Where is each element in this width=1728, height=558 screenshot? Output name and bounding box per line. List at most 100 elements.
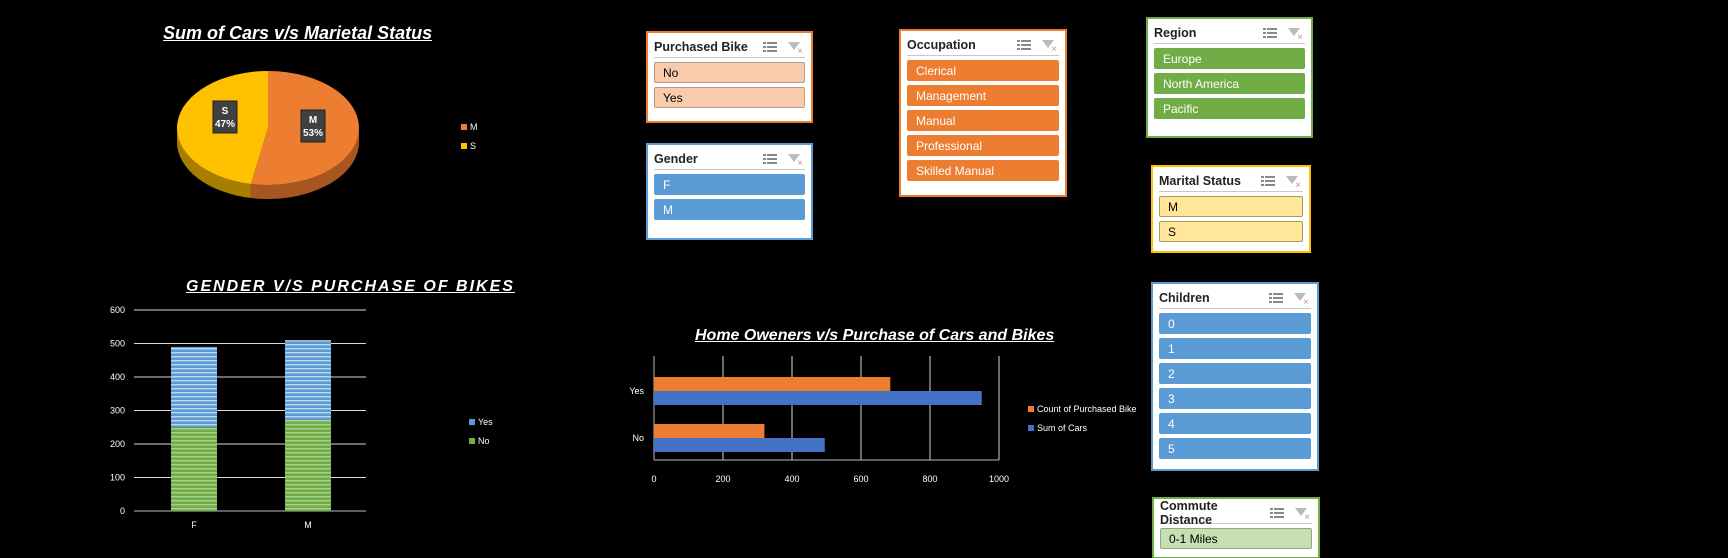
slicer-item[interactable]: 2: [1159, 363, 1311, 384]
multi-select-icon[interactable]: [763, 153, 777, 165]
clear-filter-icon[interactable]: [787, 153, 803, 169]
pie-legend-swatch-m: [461, 124, 467, 130]
slicer-header: Gender: [654, 149, 805, 170]
slicer-item[interactable]: No: [654, 62, 805, 83]
pie-legend-swatch-s: [461, 143, 467, 149]
slicer-items: Clerical Management Manual Professional Skil…: [907, 60, 1059, 181]
slicer-purchased-bike: Purchased Bike No Yes: [646, 31, 813, 123]
col-y-tick-label: 600: [110, 305, 125, 315]
clear-filter-icon[interactable]: [1287, 27, 1303, 43]
hbar-x-tick-label: 1000: [989, 474, 1009, 484]
slicer-item[interactable]: Manual: [907, 110, 1059, 131]
pie-side-m: [250, 128, 359, 199]
multi-select-icon[interactable]: [1263, 27, 1277, 39]
hbar-purchased-bike-no: [654, 424, 765, 438]
slicer-item[interactable]: S: [1159, 221, 1303, 242]
pie-legend-label-m: M: [470, 122, 478, 132]
hbar-legend-swatch-purchased-bike: [1028, 406, 1034, 412]
clear-filter-icon[interactable]: [1041, 39, 1057, 55]
slicer-item[interactable]: 3: [1159, 388, 1311, 409]
pie-chart-title: Sum of Cars v/s Marietal Status: [163, 23, 433, 43]
multi-select-icon[interactable]: [1269, 292, 1283, 304]
col-y-tick-label: 200: [110, 439, 125, 449]
slicer-item[interactable]: 5: [1159, 438, 1311, 459]
slicer-item[interactable]: 0: [1159, 313, 1311, 334]
multi-select-icon[interactable]: [1017, 39, 1031, 51]
col-bar-yes-f: [171, 346, 217, 428]
col-y-tick-label: 400: [110, 372, 125, 382]
col-legend-swatch-no: [469, 438, 475, 444]
slicer-item[interactable]: 4: [1159, 413, 1311, 434]
slicer-occupation: Occupation Clerical Management Manual Profes…: [899, 29, 1067, 197]
multi-select-icon[interactable]: [1261, 175, 1275, 187]
col-legend-label-no: No: [478, 436, 490, 446]
slicer-header: Region: [1154, 23, 1305, 44]
slicer-header: Purchased Bike: [654, 37, 805, 58]
hbar-purchased-bike-yes: [654, 377, 891, 391]
col-y-tick-label: 0: [120, 506, 125, 516]
slicer-item[interactable]: Professional: [907, 135, 1059, 156]
slicer-title: Gender: [654, 152, 698, 166]
slicer-title: Region: [1154, 26, 1197, 40]
slicer-title: Marital Status: [1159, 174, 1241, 188]
clear-filter-icon[interactable]: [1294, 507, 1310, 523]
col-legend-label-yes: Yes: [478, 417, 493, 427]
slicer-children: Children 0 1 2 3 4 5: [1151, 282, 1319, 471]
pie-side-s: [177, 128, 251, 198]
slicer-items: 0-1 Miles: [1160, 528, 1312, 549]
pie-data-label-pct-s: 47%: [215, 119, 235, 130]
slicer-items: Europe North America Pacific: [1154, 48, 1305, 119]
col-bar-no-f: [171, 427, 217, 511]
slicer-item[interactable]: M: [1159, 196, 1303, 217]
clear-filter-icon[interactable]: [787, 41, 803, 57]
clear-filter-icon[interactable]: [1293, 292, 1309, 308]
col-x-tick-label: M: [304, 520, 312, 530]
slicer-item[interactable]: F: [654, 174, 805, 195]
slicer-commute-distance: Commute Distance0-1 Miles: [1152, 497, 1320, 558]
hbar-y-tick-label-no: No: [632, 433, 644, 443]
slicer-header: Marital Status: [1159, 171, 1303, 192]
slicer-item[interactable]: North America: [1154, 73, 1305, 94]
col-y-tick-label: 500: [110, 339, 125, 349]
slicer-items: 0 1 2 3 4 5: [1159, 313, 1311, 459]
hbar-legend-label-purchased-bike: Count of Purchased Bike: [1037, 404, 1137, 414]
multi-select-icon[interactable]: [1270, 507, 1284, 519]
slicer-item[interactable]: M: [654, 199, 805, 220]
pie-data-label-box-s: [212, 100, 238, 134]
hbar-legend-label-sum-of-cars: Sum of Cars: [1037, 423, 1088, 433]
slicer-item[interactable]: 0-1 Miles: [1160, 528, 1312, 549]
slicer-item[interactable]: 1: [1159, 338, 1311, 359]
hbar-x-tick-label: 800: [922, 474, 937, 484]
hbar-y-tick-label-yes: Yes: [629, 386, 644, 396]
col-y-tick-label: 100: [110, 473, 125, 483]
slicer-marital-status: Marital Status MS: [1151, 165, 1311, 253]
slicer-header: Occupation: [907, 35, 1059, 56]
clear-filter-icon[interactable]: [1285, 175, 1301, 191]
multi-select-icon[interactable]: [763, 41, 777, 53]
slicer-title: Commute Distance: [1160, 499, 1218, 527]
col-bar-yes-m: [285, 340, 331, 421]
slicer-items: No Yes: [654, 62, 805, 108]
slicer-gender: Gender FM: [646, 143, 813, 240]
slicer-region: Region Europe North America Pacific: [1146, 17, 1313, 138]
slicer-item[interactable]: Yes: [654, 87, 805, 108]
pie-legend-label-s: S: [470, 141, 476, 151]
slicer-item[interactable]: Europe: [1154, 48, 1305, 69]
slicer-item[interactable]: Management: [907, 85, 1059, 106]
hbar-x-tick-label: 400: [784, 474, 799, 484]
slicer-item[interactable]: Pacific: [1154, 98, 1305, 119]
hbar-legend-swatch-sum-of-cars: [1028, 425, 1034, 431]
pie-data-label-name-m: M: [309, 115, 317, 126]
slicer-item[interactable]: Skilled Manual: [907, 160, 1059, 181]
slicer-title: Purchased Bike: [654, 40, 748, 54]
hbar-x-tick-label: 200: [715, 474, 730, 484]
pie-data-label-box-m: [300, 109, 326, 143]
hbar-sum-of-cars-yes: [654, 391, 982, 405]
col-y-tick-label: 300: [110, 406, 125, 416]
home-owner-chart-title: Home Oweners v/s Purchase of Cars and Bi…: [695, 327, 1055, 344]
pie-data-label-name-s: S: [222, 106, 229, 117]
hbar-x-tick-label: 600: [853, 474, 868, 484]
slicer-item[interactable]: Clerical: [907, 60, 1059, 81]
